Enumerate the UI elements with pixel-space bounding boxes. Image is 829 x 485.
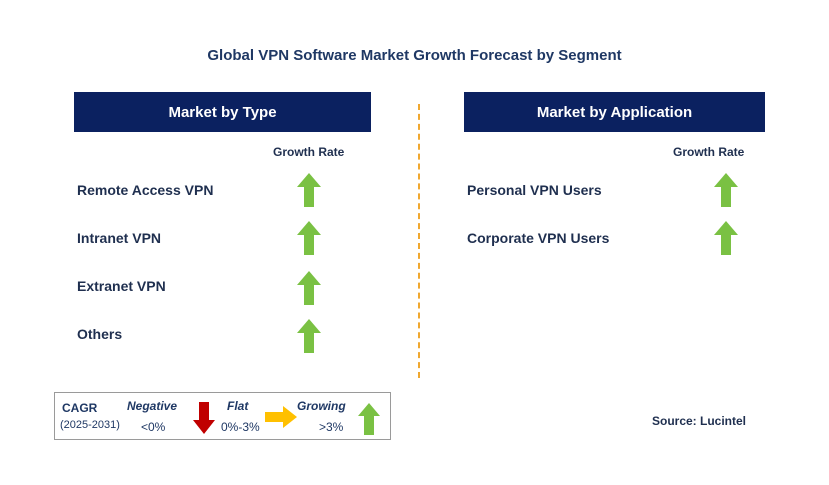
market-by-application-header: Market by Application bbox=[464, 92, 765, 132]
legend-growing-label: Growing bbox=[297, 399, 346, 413]
left-growth-rate-label: Growth Rate bbox=[273, 145, 345, 159]
application-label-personal: Personal VPN Users bbox=[467, 182, 602, 198]
market-by-type-header: Market by Type bbox=[74, 92, 371, 132]
right-growth-rate-label: Growth Rate bbox=[673, 145, 745, 159]
legend-flat-range: 0%-3% bbox=[221, 420, 260, 434]
legend-cagr-label: CAGR bbox=[62, 401, 98, 415]
source-note: Source: Lucintel bbox=[652, 414, 747, 428]
down-arrow-icon bbox=[193, 402, 215, 434]
up-arrow-icon bbox=[297, 319, 321, 353]
up-arrow-icon bbox=[714, 221, 738, 255]
legend-growing-range: >3% bbox=[319, 420, 344, 434]
application-label-corporate: Corporate VPN Users bbox=[467, 230, 610, 246]
panel-divider bbox=[418, 104, 420, 378]
legend-period: (2025-2031) bbox=[60, 419, 120, 431]
type-label-remote-access: Remote Access VPN bbox=[77, 182, 214, 198]
right-arrow-icon bbox=[265, 406, 297, 428]
page-title: Global VPN Software Market Growth Foreca… bbox=[207, 47, 622, 64]
type-label-intranet: Intranet VPN bbox=[77, 230, 162, 246]
legend-flat-label: Flat bbox=[227, 399, 249, 413]
up-arrow-icon bbox=[297, 173, 321, 207]
type-label-others: Others bbox=[77, 326, 123, 342]
legend-negative-label: Negative bbox=[127, 399, 178, 413]
up-arrow-icon bbox=[297, 221, 321, 255]
type-label-extranet: Extranet VPN bbox=[77, 278, 166, 294]
up-arrow-icon bbox=[297, 271, 321, 305]
up-arrow-icon bbox=[358, 403, 380, 435]
cagr-legend: CAGR (2025-2031) Negative <0% Flat 0%-3%… bbox=[54, 392, 391, 440]
legend-negative-range: <0% bbox=[141, 420, 166, 434]
up-arrow-icon bbox=[714, 173, 738, 207]
